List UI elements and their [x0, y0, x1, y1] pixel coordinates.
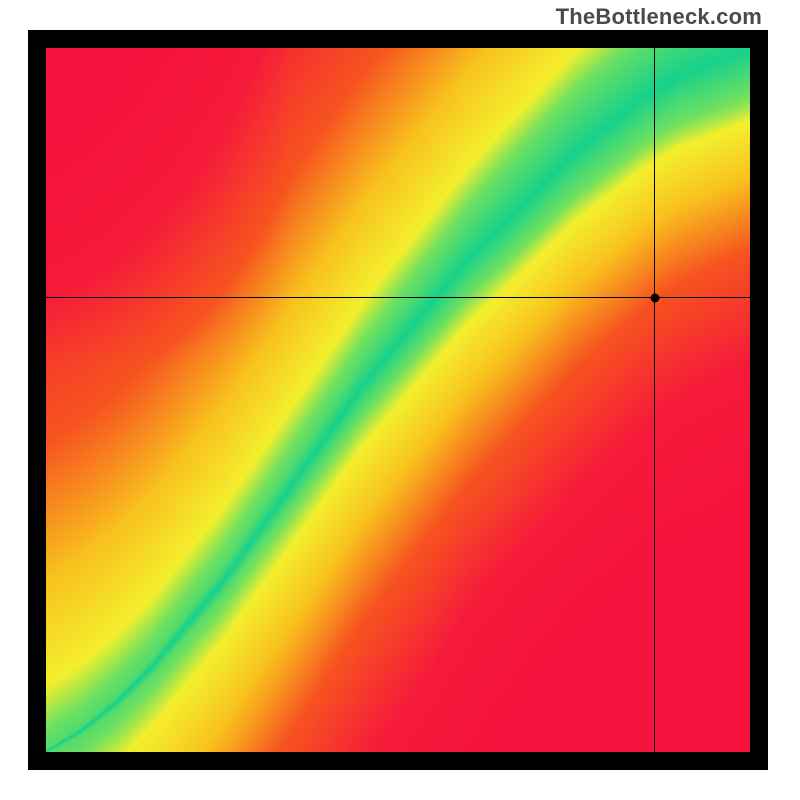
marker-dot	[650, 293, 659, 302]
watermark-text: TheBottleneck.com	[556, 4, 762, 30]
crosshair-vertical	[654, 48, 655, 752]
plot-frame	[28, 30, 768, 770]
plot-area	[46, 48, 750, 752]
crosshair-horizontal	[46, 297, 750, 298]
bottleneck-heatmap	[46, 48, 750, 752]
chart-container: TheBottleneck.com	[0, 0, 800, 800]
